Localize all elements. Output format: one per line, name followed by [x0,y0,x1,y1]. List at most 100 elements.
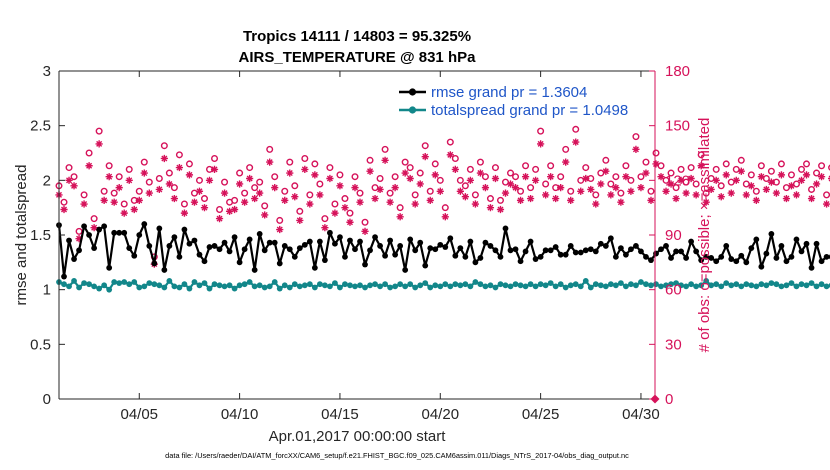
obs-possible-marker [818,162,826,170]
chart-title-line2: AIRS_TEMPERATURE @ 831 hPa [239,49,477,66]
obs-possible-marker [767,167,775,175]
totalspread-point [532,283,539,290]
rmse-point [121,229,128,236]
obs-possible-marker [331,200,339,208]
rmse-point [357,238,363,245]
totalspread-point [372,281,378,288]
rmse-point [236,259,243,266]
rmse-point [462,253,469,260]
obs-assimilated-marker [80,200,88,208]
rmse-point [813,240,820,247]
totalspread-point [362,284,368,291]
obs-assimilated-marker [677,176,685,184]
obs-assimilated-marker [230,205,239,214]
obs-assimilated-marker [732,176,740,184]
rmse-point [522,248,529,255]
legend: rmse grand pr = 1.3604 totalspread grand… [394,80,650,122]
totalspread-point [281,282,288,289]
obs-assimilated-marker [682,189,690,197]
obs-assimilated-marker [145,189,153,197]
rmse-point [482,239,489,246]
rmse-point [678,248,684,255]
totalspread-point [628,281,634,288]
obs-assimilated-marker [316,191,324,199]
obs-possible-marker [451,154,459,162]
rmse-point [793,236,800,243]
obs-assimilated-marker [667,180,675,188]
obs-possible-marker [491,164,499,172]
obs-assimilated-marker [687,174,695,183]
legend-spread-label: totalspread grand pr = 1.0498 [431,102,628,119]
obs-assimilated-marker [672,194,680,203]
rmse-point [171,234,178,241]
totalspread-point [678,282,684,289]
totalspread-point [497,281,504,288]
obs-possible-marker [517,187,525,195]
rmse-point [823,253,830,260]
obs-possible-marker [231,196,239,204]
totalspread-point [663,282,669,289]
totalspread-point [382,281,388,288]
obs-assimilated-marker [210,165,219,173]
obs-possible-marker [105,162,113,170]
rmse-point [176,253,183,260]
obs-assimilated-marker [552,194,560,203]
obs-assimilated-marker [366,167,374,175]
x-axis-label: Apr.01,2017 00:00:00 start [269,428,447,445]
totalspread-point [607,281,614,288]
rmse-point [141,221,148,227]
obs-possible-marker [436,176,444,184]
rmse-point [316,238,323,245]
obs-possible-marker [522,162,530,170]
totalspread-point [748,282,755,289]
totalspread-point [176,284,183,291]
obs-assimilated-marker [712,176,720,184]
obs-assimilated-marker [120,209,128,217]
rmse-point [592,248,599,255]
obs-assimilated-marker [246,174,254,183]
rmse-point [362,261,368,268]
totalspread-point [793,283,800,290]
rmse-point [196,251,203,258]
totalspread-point [617,280,624,287]
obs-assimilated-marker [376,185,384,194]
rmse-point [186,240,193,247]
rmse-point [607,235,614,242]
obs-possible-marker [261,202,269,210]
obs-assimilated-marker [135,196,143,204]
rmse-point [713,258,720,265]
totalspread-point [733,281,740,288]
totalspread-point [66,283,72,290]
x-tick-label: 04/05 [120,406,158,423]
obs-assimilated-marker [155,185,163,194]
rmse-point [547,247,554,254]
totalspread-point [668,281,674,288]
totalspread-point [357,282,363,289]
rmse-point [216,246,223,253]
rmse-point [286,246,293,253]
rmse-point [763,250,770,257]
totalspread-point [407,281,414,288]
obs-assimilated-marker [266,158,274,166]
obs-possible-marker [301,154,309,162]
rmse-point [427,245,434,252]
rmse-point [447,235,454,242]
totalspread-point [552,283,559,290]
rmse-point [131,252,138,259]
obs-possible-marker [281,187,289,195]
totalspread-point [683,283,690,290]
totalspread-point [206,285,213,292]
obs-assimilated-marker [737,167,745,175]
rmse-point [532,256,539,262]
totalspread-point [126,281,133,288]
totalspread-point [547,280,554,287]
rmse-point [417,239,424,246]
obs-possible-marker [170,184,178,192]
obs-assimilated-marker [697,162,705,170]
obs-possible-marker [165,169,173,177]
x-tick-label: 04/20 [422,406,460,423]
obs-possible-marker [241,189,249,197]
rmse-point [477,255,484,261]
y-axis-label: rmse and totalspread [13,165,30,306]
obs-assimilated-marker [787,182,796,190]
